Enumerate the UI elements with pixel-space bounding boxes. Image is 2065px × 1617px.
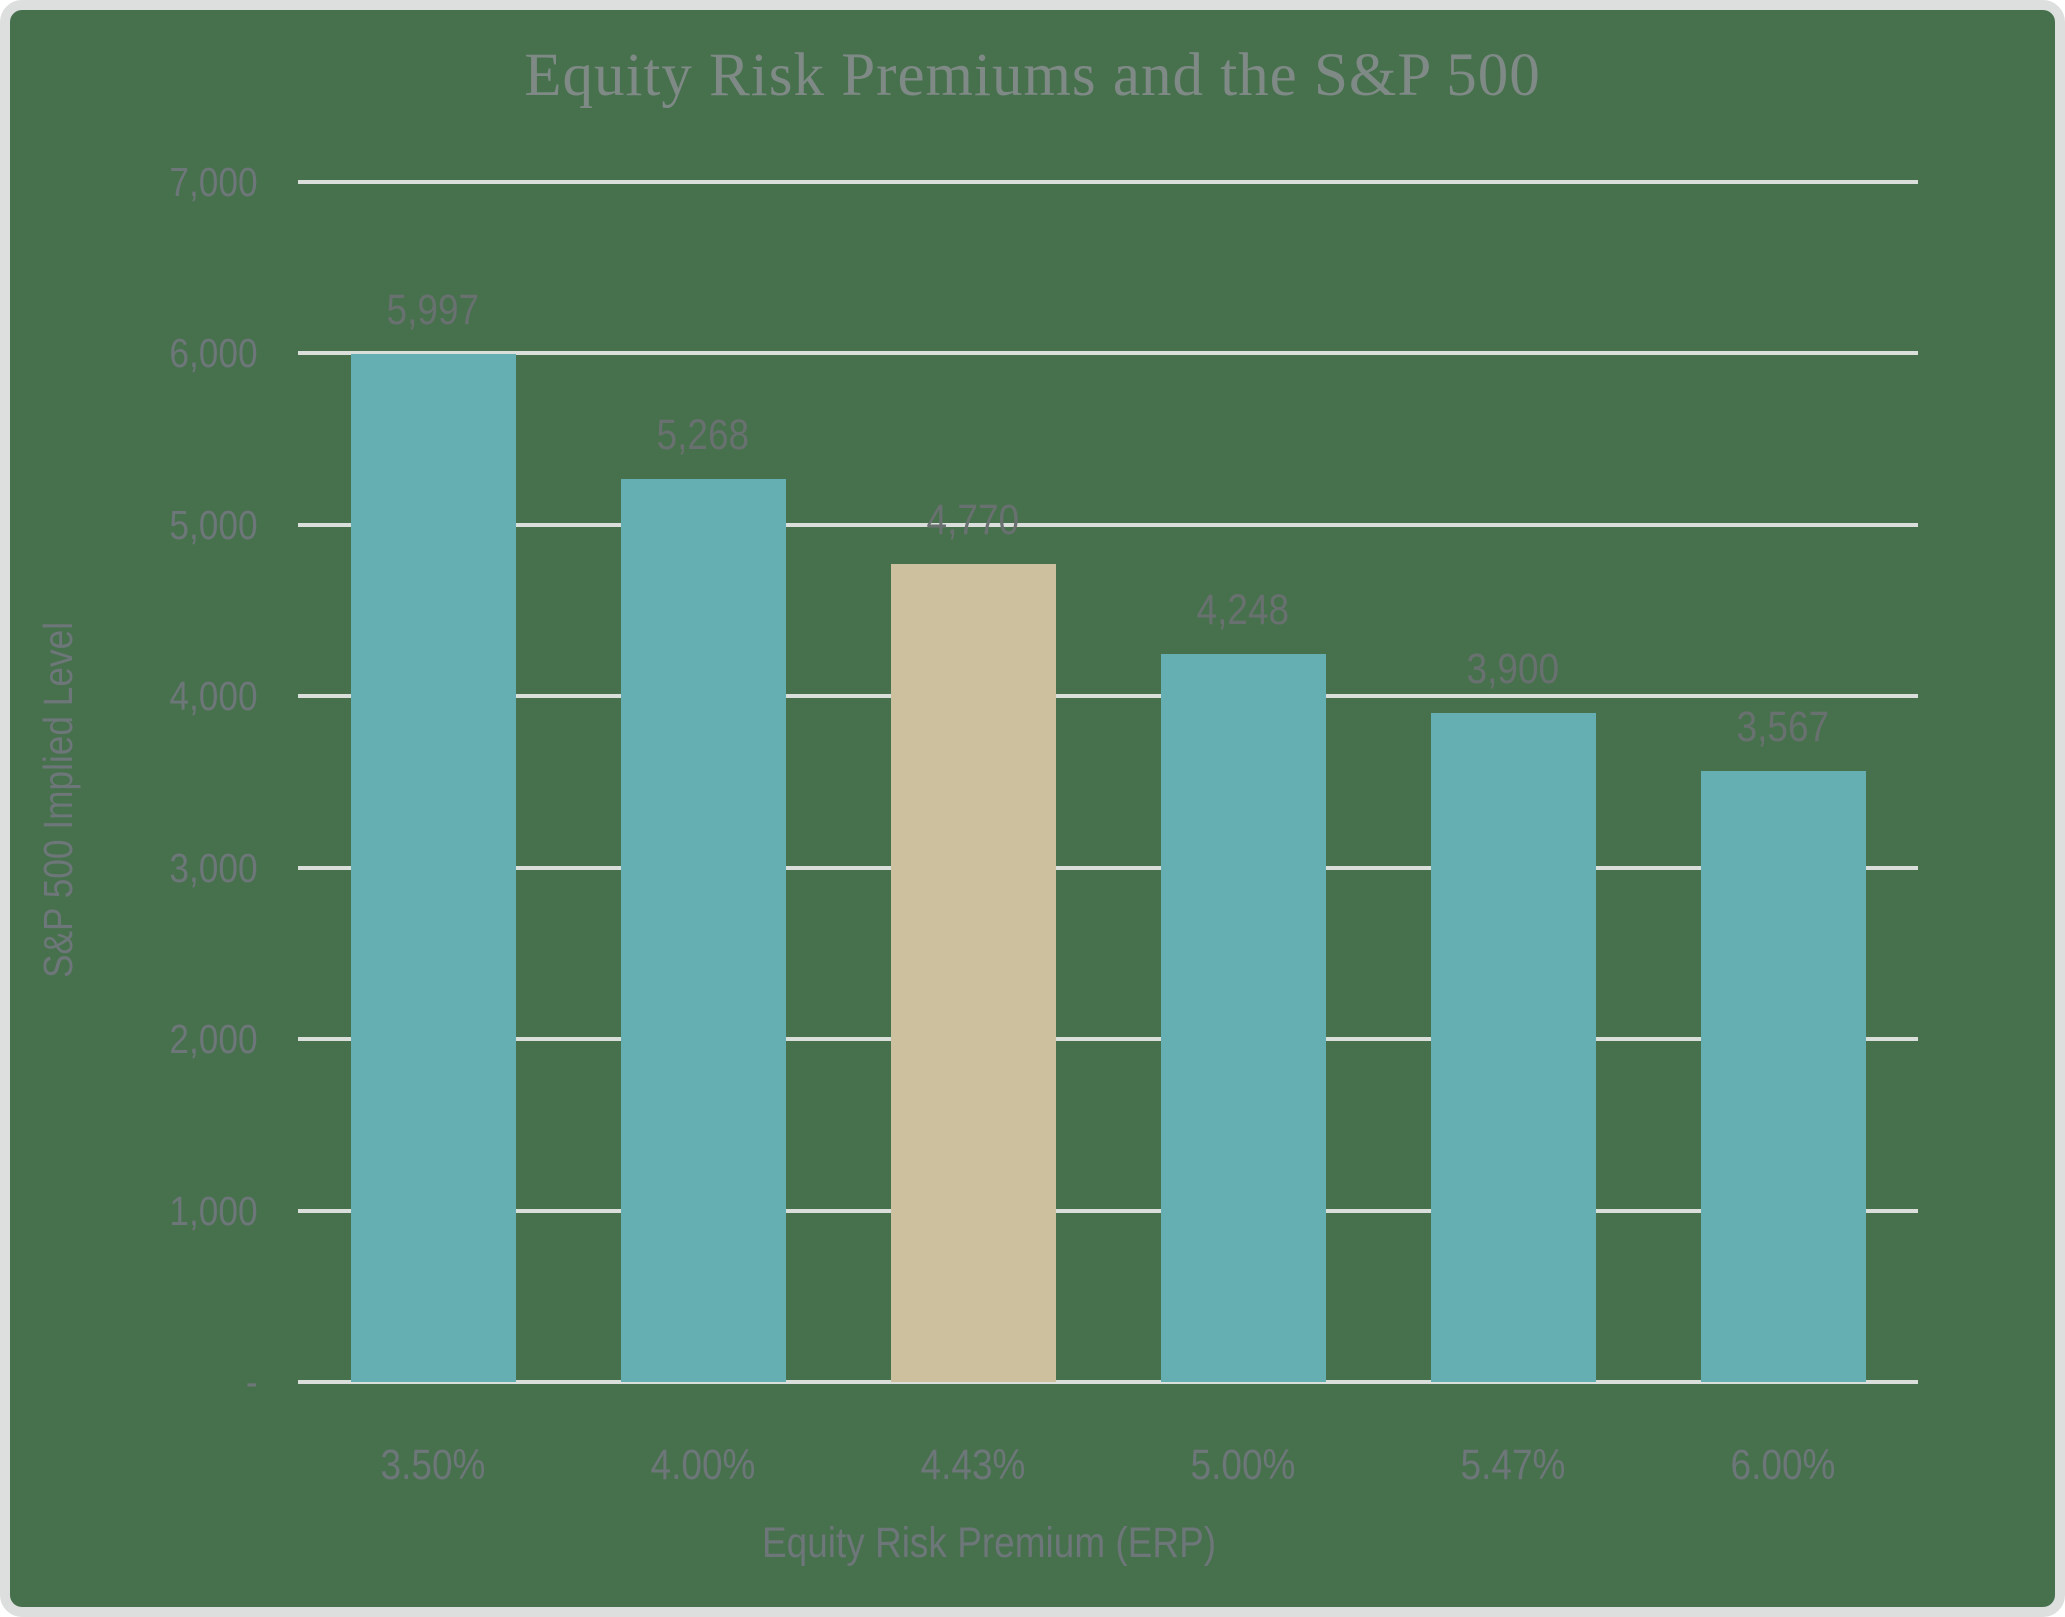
bar-value-label: 3,900 [1403,643,1623,695]
bar-value-text: 5,268 [656,410,750,459]
x-tick-label: 6.00% [1673,1438,1893,1492]
bar-value-text: 5,997 [386,285,480,334]
bar-4.43% [890,564,1056,1382]
x-axis-title-text: Equity Risk Premium (ERP) [761,1519,1217,1567]
bar-value-label: 4,770 [863,494,1083,546]
x-axis-title: Equity Risk Premium (ERP) [589,1516,1389,1570]
y-tick-text: - [246,1359,258,1405]
y-tick-text: 3,000 [169,844,258,891]
y-tick-label: 6,000 [100,327,258,379]
x-tick-label: 5.00% [1133,1438,1353,1492]
bar-5.00% [1160,653,1326,1382]
y-tick-text: 1,000 [169,1187,258,1234]
x-tick-label: 5.47% [1403,1438,1623,1492]
bar-4.00% [620,478,786,1382]
x-tick-text: 5.47% [1460,1441,1566,1489]
bar-value-text: 3,900 [1466,645,1560,694]
bar-5.47% [1430,713,1596,1382]
bar-value-label: 5,997 [323,284,543,336]
x-tick-text: 5.00% [1190,1441,1296,1489]
x-tick-text: 4.00% [650,1441,756,1489]
y-tick-text: 2,000 [169,1016,258,1063]
bar-6.00% [1700,770,1866,1382]
y-tick-label: 2,000 [100,1013,258,1065]
y-tick-label: 3,000 [100,842,258,894]
y-tick-label: 4,000 [100,670,258,722]
bar-value-text: 3,567 [1736,702,1830,751]
gridline [298,180,1918,184]
gridline [298,522,1918,527]
y-axis-title: S&P 500 Implied Level [34,400,82,1200]
y-tick-text: 4,000 [169,673,258,720]
bar-value-label: 5,268 [593,409,813,461]
y-tick-label: - [100,1356,282,1408]
x-tick-label: 4.43% [863,1438,1083,1492]
bar-value-label: 4,248 [1133,584,1353,636]
bar-3.50% [350,353,516,1382]
y-tick-label: 5,000 [100,499,258,551]
x-tick-text: 3.50% [380,1441,486,1489]
x-tick-text: 6.00% [1730,1441,1836,1489]
gridline [298,1208,1918,1213]
gridline [298,1380,1918,1384]
bar-value-label: 3,567 [1673,701,1893,753]
x-tick-label: 4.00% [593,1438,813,1492]
y-tick-text: 5,000 [169,501,258,548]
x-tick-label: 3.50% [323,1438,543,1492]
gridline [298,351,1918,356]
y-axis-title-text: S&P 500 Implied Level [35,621,81,979]
gridline [298,865,1918,870]
chart-title: Equity Risk Premiums and the S&P 500 [524,42,1541,109]
y-tick-label: 7,000 [100,156,258,208]
bar-value-text: 4,248 [1196,585,1290,634]
bar-value-text: 4,770 [926,496,1020,545]
gridline [298,1037,1918,1042]
y-tick-label: 1,000 [100,1185,258,1237]
x-tick-text: 4.43% [920,1441,1026,1489]
gridline [298,694,1918,699]
y-tick-text: 7,000 [169,159,258,205]
y-tick-text: 6,000 [169,330,258,377]
